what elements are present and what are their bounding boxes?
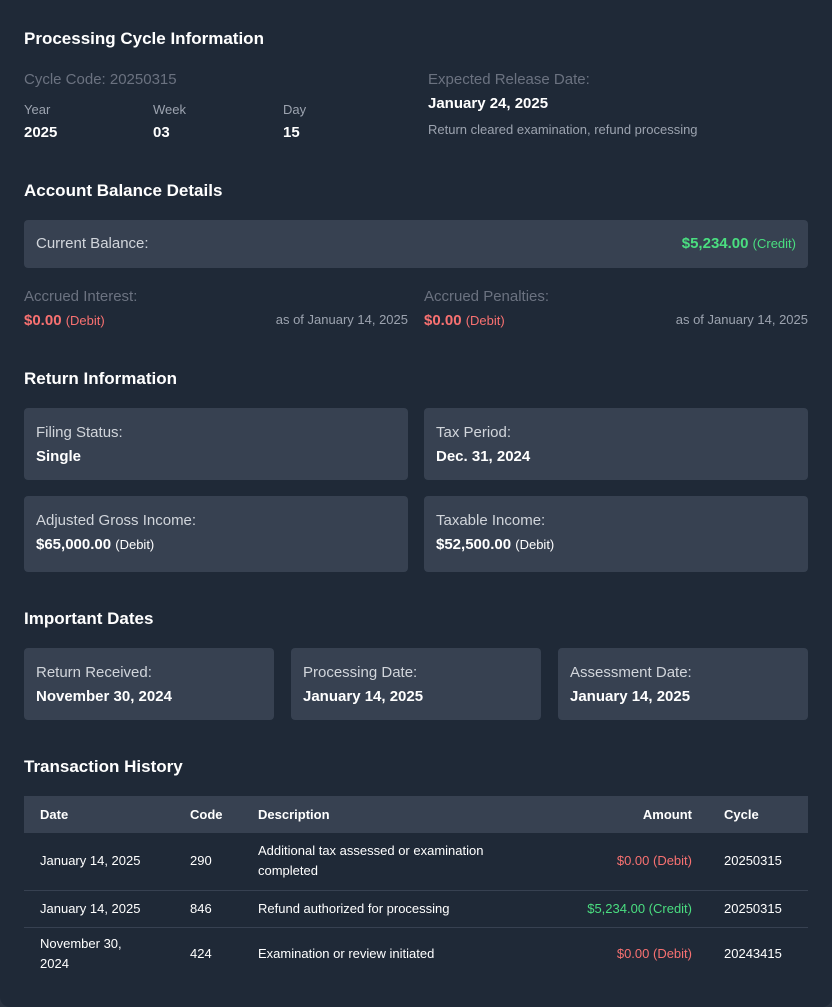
- release-label: Expected Release Date:: [428, 71, 590, 88]
- current-balance-card: Current Balance: $5,234.00 (Credit): [24, 220, 808, 268]
- filing-status-value: Single: [36, 448, 82, 465]
- row-description: Additional tax assessed or examination c…: [258, 843, 484, 879]
- year-label: Year: [24, 102, 51, 117]
- penalties-value: $0.00: [424, 312, 462, 329]
- year-value: 2025: [24, 124, 58, 141]
- processing-date-card: Processing Date: January 14, 2025: [291, 648, 541, 720]
- current-balance-value: $5,234.00: [681, 235, 749, 252]
- cycle-code: Cycle Code: 20250315: [24, 71, 177, 88]
- day-value: 15: [283, 124, 300, 141]
- return-received-label: Return Received:: [36, 664, 152, 681]
- dates-section-title: Important Dates: [24, 609, 154, 628]
- current-balance-label: Current Balance:: [36, 235, 149, 252]
- tax-period-card: Tax Period: Dec. 31, 2024: [424, 408, 808, 480]
- row-code: 846: [174, 889, 242, 927]
- processing-date-label: Processing Date:: [303, 664, 418, 681]
- interest-type: (Debit): [65, 313, 105, 328]
- return-received-value: November 30, 2024: [36, 688, 172, 705]
- agi-card: Adjusted Gross Income: $65,000.00 (Debit…: [24, 496, 408, 572]
- col-code: Code: [174, 796, 242, 833]
- interest-asof: as of January 14, 2025: [275, 312, 408, 327]
- col-amount: Amount: [512, 796, 708, 833]
- balance-section-title: Account Balance Details: [24, 181, 223, 200]
- row-description: Examination or review initiated: [242, 926, 512, 981]
- penalties-type: (Debit): [465, 313, 505, 328]
- week-label: Week: [153, 102, 186, 117]
- week-value: 03: [153, 124, 170, 141]
- row-cycle: 20243415: [708, 926, 808, 981]
- col-description: Description: [242, 796, 512, 833]
- row-code: 424: [174, 926, 242, 981]
- row-description: Refund authorized for processing: [242, 889, 512, 927]
- agi-label: Adjusted Gross Income:: [36, 512, 197, 529]
- filing-status-card: Filing Status: Single: [24, 408, 408, 480]
- return-received-card: Return Received: November 30, 2024: [24, 648, 274, 720]
- day-label: Day: [283, 102, 307, 117]
- release-date: January 24, 2025: [428, 95, 549, 112]
- tax-period-label: Tax Period:: [436, 424, 512, 441]
- assessment-date-card: Assessment Date: January 14, 2025: [558, 648, 808, 720]
- row-cycle: 20250315: [708, 889, 808, 927]
- penalties-asof: as of January 14, 2025: [675, 312, 808, 327]
- taxable-income-type: (Debit): [515, 537, 555, 552]
- return-section-title: Return Information: [24, 369, 177, 388]
- row-amount: $0.00 (Debit): [616, 853, 692, 869]
- taxable-income-label: Taxable Income:: [436, 512, 546, 529]
- row-amount: $0.00 (Debit): [512, 926, 708, 981]
- assessment-date-label: Assessment Date:: [570, 664, 692, 681]
- row-date: November 30, 2024: [24, 926, 174, 981]
- filing-status-label: Filing Status:: [36, 424, 123, 441]
- interest-label: Accrued Interest:: [24, 288, 138, 305]
- row-date: January 14, 2025: [40, 853, 141, 869]
- col-cycle: Cycle: [708, 796, 808, 833]
- transactions-section-title: Transaction History: [24, 757, 183, 776]
- cycle-section-title: Processing Cycle Information: [24, 29, 264, 48]
- agi-type: (Debit): [115, 537, 155, 552]
- taxable-income-card: Taxable Income: $52,500.00 (Debit): [424, 496, 808, 572]
- row-code: 290: [190, 853, 212, 869]
- release-note: Return cleared examination, refund proce…: [428, 122, 698, 137]
- row-cycle: 20250315: [724, 853, 782, 869]
- transactions-table: Date Code Description Amount Cycle Janua…: [24, 796, 808, 981]
- table-row: January 14, 2025 290 Additional tax asse…: [24, 833, 808, 890]
- current-balance-type: (Credit): [752, 236, 796, 251]
- row-date: January 14, 2025: [24, 889, 174, 927]
- agi-value: $65,000.00: [36, 536, 112, 553]
- tax-period-value: Dec. 31, 2024: [436, 448, 531, 465]
- table-row: January 14, 2025 846 Refund authorized f…: [24, 889, 808, 927]
- taxable-income-value: $52,500.00: [436, 536, 512, 553]
- interest-value: $0.00: [24, 312, 62, 329]
- table-header-row: Date Code Description Amount Cycle: [24, 796, 808, 833]
- penalties-label: Accrued Penalties:: [424, 288, 550, 305]
- processing-date-value: January 14, 2025: [303, 688, 424, 705]
- row-amount: $5,234.00 (Credit): [512, 889, 708, 927]
- col-date: Date: [24, 796, 174, 833]
- table-row: November 30, 2024 424 Examination or rev…: [24, 926, 808, 981]
- assessment-date-value: January 14, 2025: [570, 688, 691, 705]
